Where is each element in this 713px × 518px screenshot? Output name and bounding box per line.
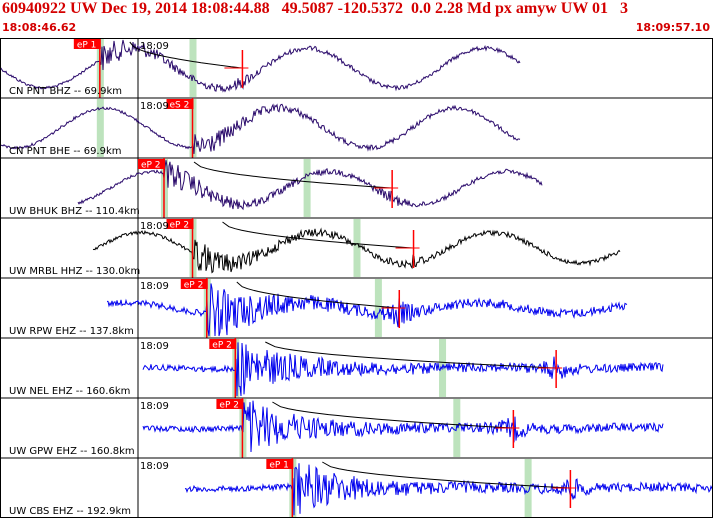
pick-label-box bbox=[166, 99, 194, 109]
pick-label: eP 2 bbox=[219, 401, 239, 411]
trace-row: eP 2 18:09 UW GPW EHZ -- 160.8km bbox=[0, 397, 713, 458]
station-label: CN PNT BHZ -- 69.9km bbox=[9, 86, 122, 97]
trace-row: eS 218:09 CN PNT BHE -- 69.9km bbox=[0, 97, 713, 158]
trace-row: eP 218:09 UW MRBL HHZ -- 130.0km bbox=[0, 217, 713, 278]
minute-label: 18:09 bbox=[140, 41, 169, 52]
pick-label: eP 1 bbox=[77, 41, 97, 51]
waveform bbox=[77, 160, 543, 211]
coda-curve bbox=[222, 221, 414, 249]
station-label: UW RPW EHZ -- 137.8km bbox=[9, 326, 134, 337]
waveform bbox=[142, 342, 664, 397]
waveform bbox=[142, 400, 664, 453]
pick-window bbox=[353, 219, 361, 277]
coda-curve bbox=[272, 401, 514, 429]
station-label: UW BHUK BHZ -- 110.4km bbox=[9, 206, 140, 217]
pick-label: eP 2 bbox=[212, 341, 232, 351]
station-label: UW CBS EHZ -- 192.9km bbox=[9, 506, 131, 517]
pick-window bbox=[524, 459, 532, 517]
pick-label: eS 2 bbox=[170, 101, 190, 111]
coda-curve bbox=[265, 341, 557, 369]
pick-label-box bbox=[180, 279, 208, 289]
event-title: 60940922 UW Dec 19, 2014 18:08:44.88 49.… bbox=[2, 0, 629, 17]
trace-row: eP 2 18:09 UW RPW EHZ -- 137.8km bbox=[0, 277, 713, 338]
pick-label: eP 2 bbox=[141, 161, 161, 171]
minute-label: 18:09 bbox=[140, 101, 169, 112]
station-label: UW MRBL HHZ -- 130.0km bbox=[9, 266, 140, 277]
pick-label-box bbox=[216, 399, 244, 409]
trace-row: eP 2 UW BHUK BHZ -- 110.4km bbox=[0, 157, 713, 218]
pick-label-box bbox=[266, 459, 294, 469]
minute-label: 18:09 bbox=[140, 281, 169, 292]
pick-label-box bbox=[166, 219, 194, 229]
station-label: UW NEL EHZ -- 160.6km bbox=[9, 386, 130, 397]
header: 60940922 UW Dec 19, 2014 18:08:44.88 49.… bbox=[0, 0, 713, 38]
waveform bbox=[0, 103, 521, 154]
minute-label: 18:09 bbox=[140, 341, 169, 352]
pick-label: eP 2 bbox=[184, 281, 204, 291]
minute-label: 18:09 bbox=[140, 401, 169, 412]
pick-label-box bbox=[137, 159, 165, 169]
waveform bbox=[0, 39, 521, 93]
trace-row: eP 2 18:09 UW NEL EHZ -- 160.6km bbox=[0, 337, 713, 398]
coda-curve bbox=[322, 461, 571, 489]
trace-row: eP 1 18:09 UW CBS EHZ -- 192.9km bbox=[0, 457, 713, 518]
end-time: 18:09:57.10 bbox=[635, 21, 710, 34]
pick-label-box bbox=[209, 339, 237, 349]
pick-window bbox=[189, 39, 197, 97]
waveform bbox=[184, 463, 713, 516]
coda-curve bbox=[129, 41, 243, 69]
pick-label: eP 2 bbox=[170, 221, 190, 231]
pick-window bbox=[303, 159, 311, 217]
pick-window bbox=[374, 279, 382, 337]
trace-row: eP 1 18:09 CN PNT BHZ -- 69.9km bbox=[0, 38, 521, 98]
start-time: 18:08:46.62 bbox=[2, 21, 77, 34]
coda-curve bbox=[193, 161, 393, 189]
station-label: CN PNT BHE -- 69.9km bbox=[9, 146, 122, 157]
pick-label-box bbox=[73, 39, 101, 49]
waveform bbox=[107, 283, 628, 337]
minute-label: 18:09 bbox=[140, 461, 169, 472]
minute-label: 18:09 bbox=[140, 221, 169, 232]
pick-window bbox=[96, 99, 104, 157]
station-label: UW GPW EHZ -- 160.8km bbox=[9, 446, 135, 457]
pick-label: eP 1 bbox=[269, 461, 289, 471]
coda-curve bbox=[236, 281, 400, 309]
